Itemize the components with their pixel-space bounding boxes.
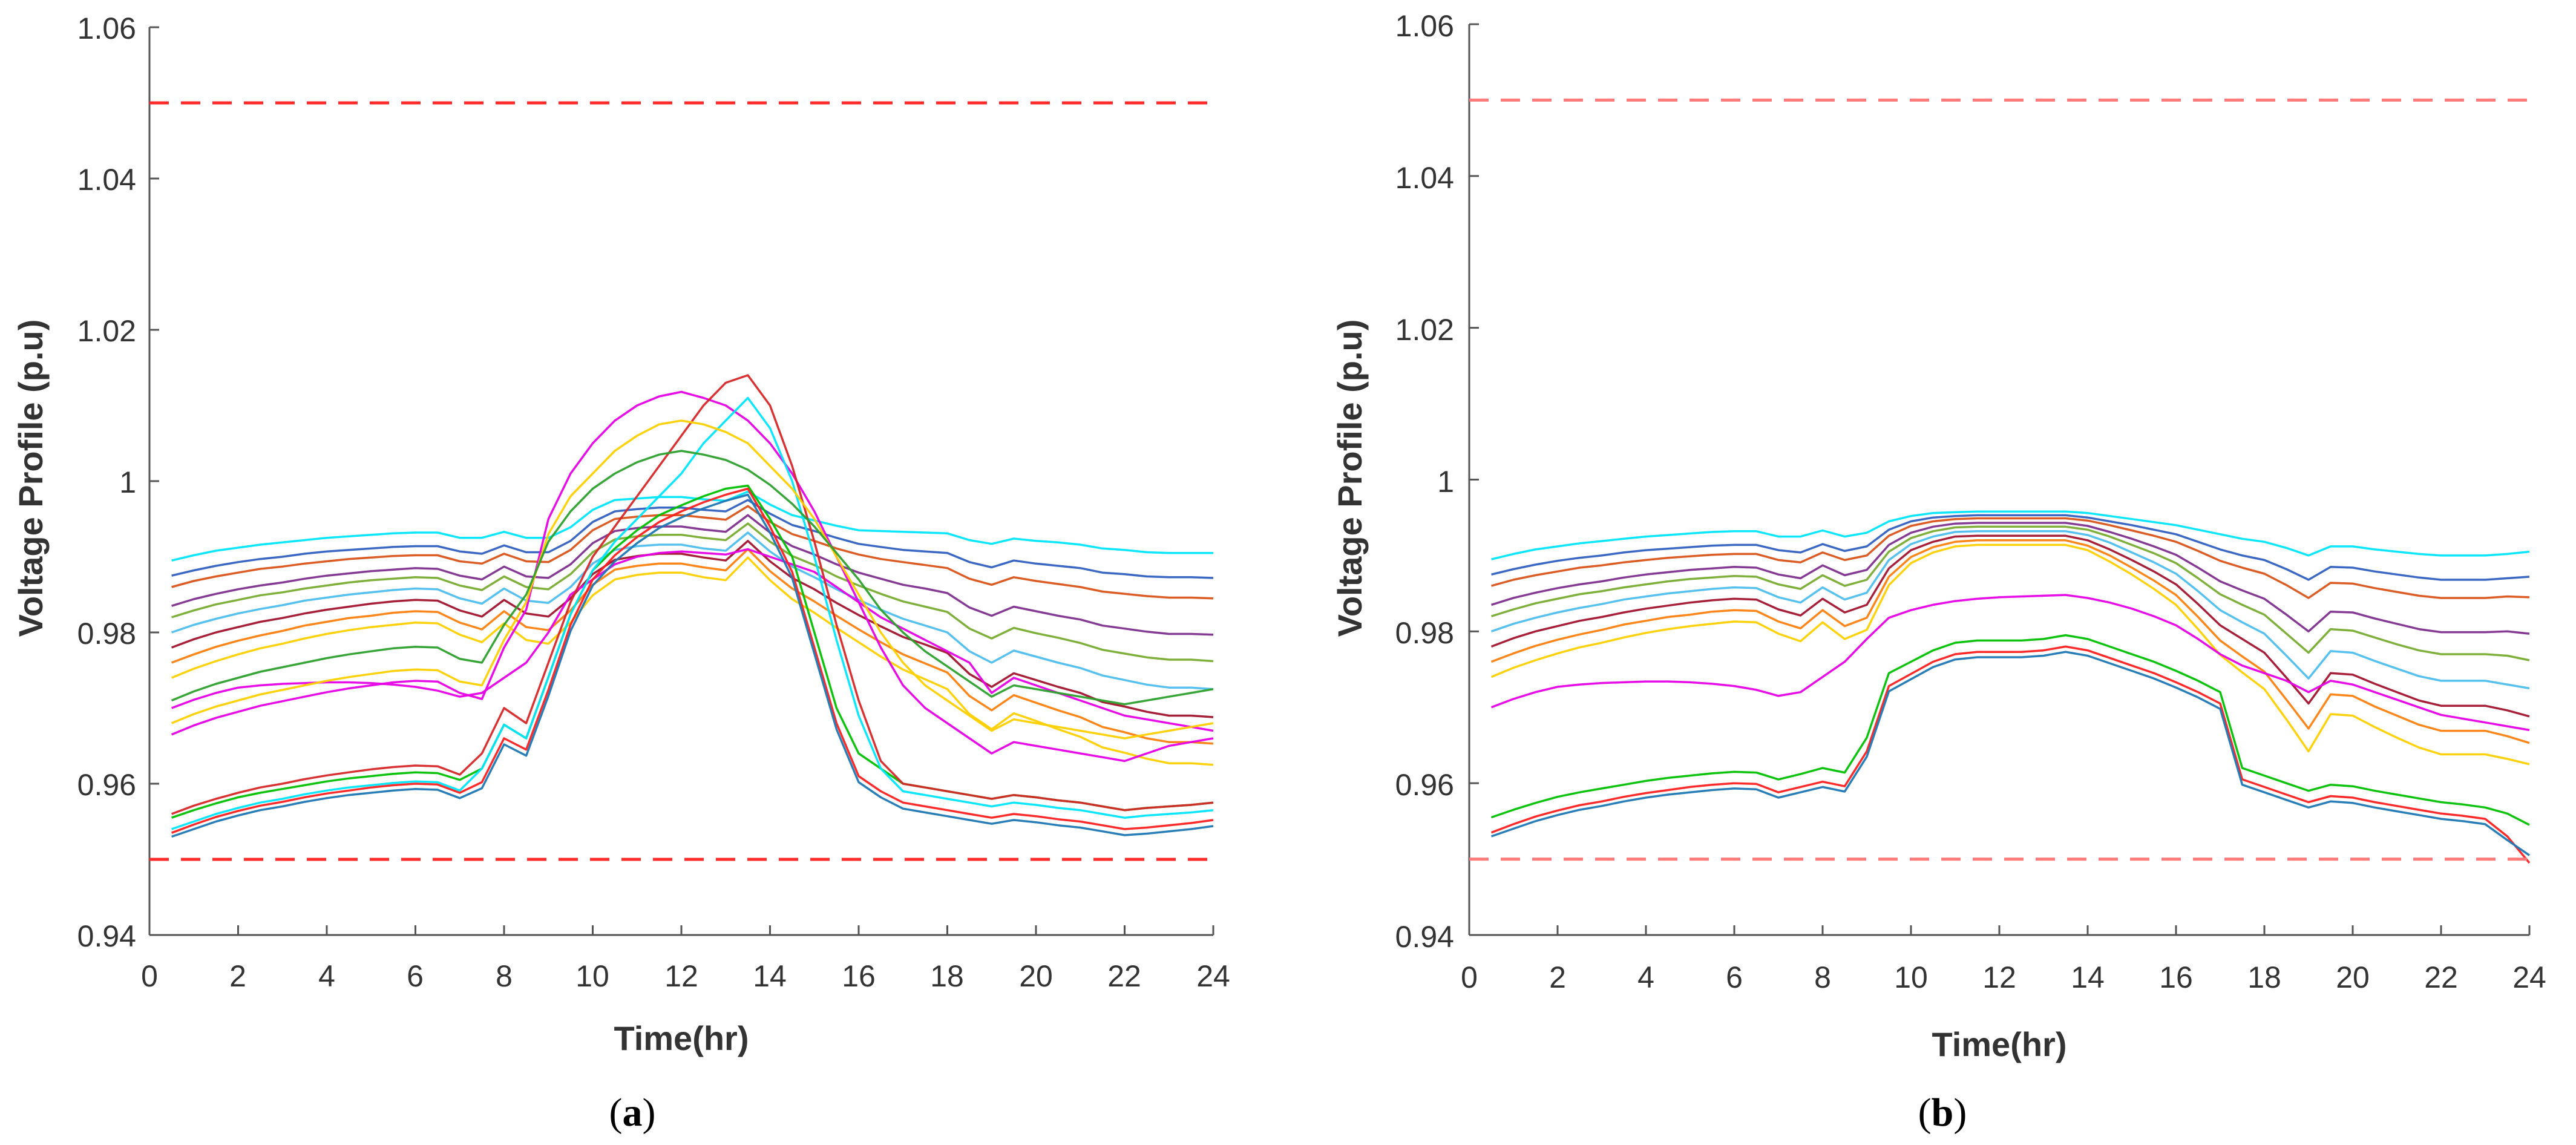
panel-b-series-line-bus-9 — [1490, 543, 2530, 766]
panel-b-y-tick-label: 1.06 — [1395, 9, 1454, 43]
panel-b-series-line-bus-11 — [1490, 634, 2530, 826]
panel-b-axes — [1468, 23, 2531, 936]
panel-b-y-tick-label: 0.94 — [1395, 920, 1454, 954]
panel-a-series-line-bus-6 — [171, 531, 1214, 691]
panel-a-y-tick-label: 0.98 — [77, 617, 136, 651]
panel-b-chart: 1.06 1.04 1.02 1 0.98 0.96 0.94 0 2 4 6 … — [1331, 9, 2546, 1135]
panel-b-series-line-bus-13 — [1490, 651, 2530, 856]
panel-b-series-line-bus-10 — [1490, 594, 2530, 732]
panel-a-x-tick-label: 4 — [318, 959, 335, 993]
panel-b-series-line-bus-2 — [1491, 514, 2530, 581]
panel-b-label-letter: b — [1932, 1091, 1954, 1135]
panel-a-series-line-bus-9 — [171, 556, 1214, 766]
panel-a-y-tick-labels: 1.06 1.04 1.02 1 0.98 0.96 0.94 — [77, 11, 136, 953]
panel-a-series-line-bus-4 — [171, 514, 1214, 636]
panel-b-x-tick-labels: 0 2 4 6 8 10 12 14 16 18 20 22 24 — [1461, 960, 2546, 994]
panel-a-label: (a) — [609, 1091, 656, 1135]
panel-a-x-tick-label: 18 — [930, 959, 964, 993]
panel-b-x-axis-title: Time(hr) — [1932, 1025, 2067, 1063]
panel-b-y-tick-label: 1.02 — [1395, 313, 1454, 347]
panel-b-x-tick-label: 2 — [1549, 960, 1566, 994]
panel-b-series-line-bus-6 — [1490, 530, 2530, 690]
panel-b-x-tick-label: 12 — [1982, 960, 2016, 994]
panel-b-series-line-bus-4 — [1490, 522, 2530, 635]
panel-a-x-tick-label: 14 — [753, 959, 787, 993]
panel-a-x-tick-label: 12 — [664, 959, 698, 993]
panel-b-series-line-bus-5 — [1490, 525, 2530, 661]
panel-b-x-tick-label: 24 — [2512, 960, 2546, 994]
panel-b-x-tick-label: 20 — [2336, 960, 2370, 994]
panel-b-x-tick-label: 22 — [2424, 960, 2458, 994]
panel-a-series-group — [171, 374, 1214, 838]
panel-a-series-line-bus-2 — [171, 499, 1214, 579]
panel-b-x-tick-label: 8 — [1814, 960, 1831, 994]
panel-a-axes — [148, 26, 1214, 936]
panel-b-series-group — [1490, 510, 2531, 864]
panel-b-y-tick-label: 1.04 — [1395, 161, 1454, 195]
panel-a-x-tick-label: 10 — [575, 959, 609, 993]
panel-b-y-tick-label: 0.96 — [1395, 768, 1454, 802]
panel-b-series-line-bus-3 — [1491, 517, 2530, 599]
panel-a-x-tick-label: 6 — [407, 959, 424, 993]
panel-a-x-tick-label: 8 — [496, 959, 513, 993]
panel-a-y-tick-label: 0.96 — [77, 768, 136, 802]
panel-b-series-line-bus-1 — [1491, 510, 2530, 560]
panel-b-series-line-bus-12 — [1490, 645, 2531, 864]
panel-a-series-line-bus-17 — [171, 419, 1214, 740]
panel-a-y-tick-label: 1.02 — [77, 314, 136, 348]
panel-b-series-line-bus-7 — [1490, 534, 2530, 718]
panel-a-x-tick-label: 2 — [229, 959, 246, 993]
panel-b-x-tick-label: 14 — [2071, 960, 2105, 994]
panel-a-x-tick-label: 24 — [1196, 959, 1230, 993]
panel-a-series-line-bus-8 — [171, 548, 1214, 745]
panel-a-series-line-bus-16 — [171, 374, 1214, 815]
panel-b-y-axis-title: Voltage Profile (p.u) — [1331, 320, 1369, 637]
panel-a-series-line-bus-12 — [171, 487, 1214, 834]
panel-b-x-tick-label: 18 — [2247, 960, 2281, 994]
panel-a-y-tick-label: 1.04 — [77, 163, 136, 197]
panel-b-x-tick-label: 4 — [1637, 960, 1654, 994]
panel-a-y-tick-label: 1 — [119, 465, 136, 499]
panel-b-label: (b) — [1918, 1091, 1967, 1135]
panel-a-x-tick-label: 22 — [1107, 959, 1141, 993]
panel-a-series-line-bus-13 — [171, 493, 1214, 838]
panel-a-series-line-bus-5 — [171, 522, 1214, 663]
panel-b-y-tick-labels: 1.06 1.04 1.02 1 0.98 0.96 0.94 — [1395, 9, 1454, 954]
panel-a-series-line-bus-7 — [171, 540, 1214, 718]
panel-a-series-line-bus-1 — [171, 490, 1213, 562]
panel-a-y-tick-label: 0.94 — [77, 919, 136, 953]
panel-b-x-tick-label: 6 — [1726, 960, 1743, 994]
panel-a-x-tick-labels: 0 2 4 6 8 10 12 14 16 18 20 22 24 — [141, 959, 1230, 993]
panel-a-series-line-bus-15 — [171, 396, 1214, 830]
panel-a-series-line-bus-10 — [171, 548, 1214, 732]
panel-a-y-axis-title: Voltage Profile (p.u) — [11, 320, 50, 637]
panel-a-label-letter: a — [623, 1091, 643, 1135]
panel-b-y-tick-label: 0.98 — [1395, 616, 1454, 650]
panel-a-series-line-bus-18 — [171, 450, 1214, 706]
panel-a-x-tick-label: 0 — [141, 959, 158, 993]
panel-b-y-tick-label: 1 — [1437, 465, 1454, 499]
panel-a-series-line-bus-14 — [171, 390, 1214, 763]
panel-b-x-tick-label: 10 — [1894, 960, 1928, 994]
panel-a-series-line-bus-3 — [171, 505, 1214, 600]
panel-a-y-tick-label: 1.06 — [77, 11, 136, 45]
panel-a-x-tick-label: 16 — [842, 959, 876, 993]
panel-b-x-tick-label: 16 — [2159, 960, 2193, 994]
panel-a-x-axis-title: Time(hr) — [614, 1019, 749, 1057]
panel-b-series-line-bus-8 — [1490, 539, 2530, 744]
panel-b-x-tick-label: 0 — [1461, 960, 1478, 994]
panel-a-x-tick-label: 20 — [1019, 959, 1053, 993]
panel-a-chart: 1.06 1.04 1.02 1 0.98 0.96 0.94 0 2 4 6 … — [11, 11, 1230, 1135]
